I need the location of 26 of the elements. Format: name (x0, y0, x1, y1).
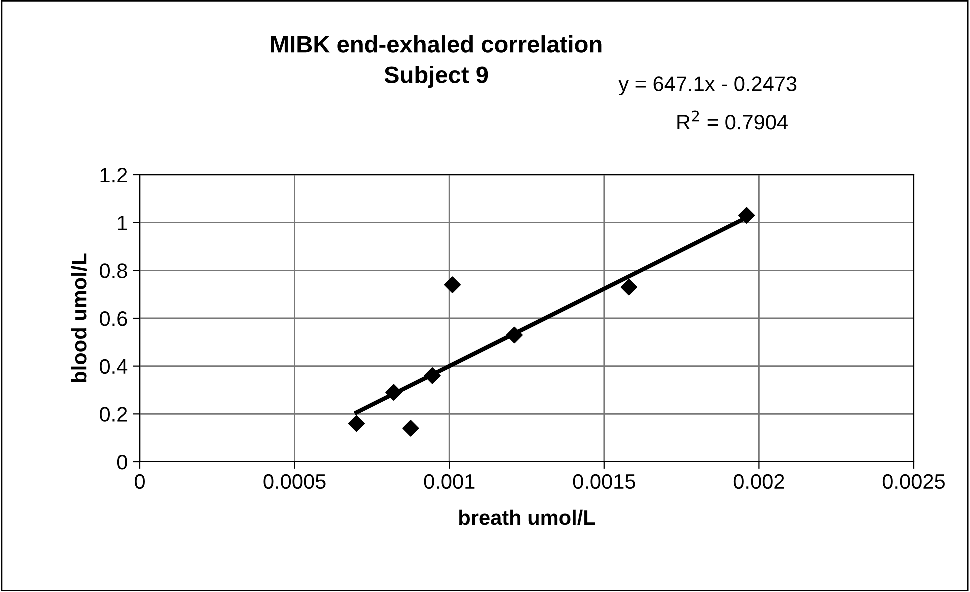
x-tick-label: 0.0025 (882, 474, 945, 490)
y-tick-label: 0.4 (100, 359, 128, 374)
point (620, 279, 638, 296)
x-tick-label: 0.0015 (573, 474, 636, 490)
y-axis-title: blood umol/L (71, 254, 87, 382)
y-tick-label: 1 (118, 216, 128, 230)
y-tick-label: 0.8 (100, 264, 128, 278)
point (506, 326, 523, 344)
y-tick-label: 0 (117, 455, 128, 470)
text: R$^{2}$ = 0.7904 (678, 110, 788, 130)
point (738, 207, 756, 224)
point (348, 415, 366, 432)
x-tick-label: 0.002 (734, 474, 784, 490)
y-tick-label: 0.6 (100, 312, 128, 326)
chart-title: MIBK end-exhaled correlation Subject 9 (271, 36, 602, 88)
point (386, 384, 402, 401)
point (402, 420, 420, 437)
text: y = 647.1x - 0.2473 (618, 76, 797, 96)
x-axis-title: breath umol/L (460, 510, 596, 526)
point (444, 276, 461, 294)
x-tick-label: 0.0005 (264, 474, 326, 490)
x-tick-label: 0.001 (424, 474, 475, 490)
x-tick-label: 0 (135, 474, 145, 490)
point (424, 368, 441, 384)
y-tick-label: 0.2 (100, 407, 128, 422)
y-tick-label: 1.2 (100, 168, 128, 183)
